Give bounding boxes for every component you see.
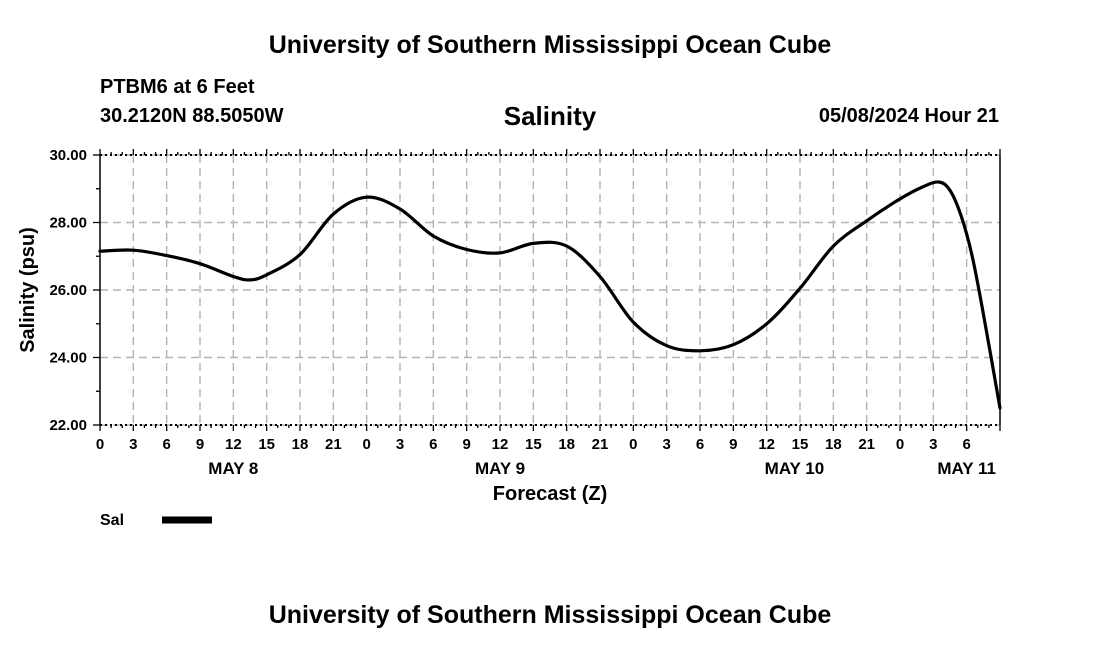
x-tick-label: 6 (696, 436, 704, 453)
x-tick-label: 21 (592, 436, 609, 453)
x-tick-label: 15 (258, 436, 275, 453)
x-tick-label: 0 (896, 436, 904, 453)
x-tick-label: 12 (492, 436, 509, 453)
legend: Sal (100, 512, 212, 529)
x-tick-label: 3 (129, 436, 137, 453)
x-tick-label: 0 (96, 436, 104, 453)
x-tick-label: 9 (462, 436, 470, 453)
x-axis-label: Forecast (Z) (493, 483, 607, 505)
x-tick-label: 12 (758, 436, 775, 453)
y-tick-label: 30.00 (49, 147, 87, 164)
date-label: MAY 10 (765, 459, 825, 478)
x-tick-label: 21 (858, 436, 875, 453)
x-tick-label: 6 (162, 436, 170, 453)
axes-layer (93, 149, 1001, 431)
x-tick-label: 18 (825, 436, 842, 453)
x-tick-label: 21 (325, 436, 342, 453)
main-title: University of Southern Mississippi Ocean… (268, 31, 832, 59)
x-tick-label: 3 (396, 436, 404, 453)
x-tick-label: 0 (362, 436, 370, 453)
grid-layer (100, 154, 1000, 426)
date-label: MAY 9 (475, 459, 525, 478)
forecast-datetime: 05/08/2024 Hour 21 (818, 105, 999, 127)
x-tick-label: 0 (629, 436, 637, 453)
series-layer (98, 180, 1002, 410)
date-label: MAY 11 (937, 459, 996, 478)
y-tick-label: 26.00 (49, 282, 87, 299)
x-tick-label: 3 (929, 436, 937, 453)
x-tick-label: 18 (558, 436, 575, 453)
x-tick-label: 15 (525, 436, 542, 453)
y-axis-label: Salinity (psu) (17, 227, 39, 353)
x-tick-label: 6 (962, 436, 970, 453)
x-tick-label: 18 (292, 436, 309, 453)
y-tick-label: 28.00 (49, 215, 87, 232)
y-tick-label: 24.00 (49, 350, 87, 367)
x-tick-label: 12 (225, 436, 242, 453)
footer-title: University of Southern Mississippi Ocean… (268, 601, 832, 629)
date-label: MAY 8 (208, 459, 258, 478)
x-tick-label: 9 (729, 436, 737, 453)
station-coordinates: 30.2120N 88.5050W (100, 105, 284, 127)
station-label: PTBM6 at 6 Feet (100, 76, 255, 98)
x-tick-label: 15 (792, 436, 809, 453)
x-tick-label: 3 (662, 436, 670, 453)
legend-label: Sal (100, 512, 124, 529)
labels-layer: 0 3 6 9 12 15 18 21 0 3 6 9 12 15 18 21 0 3 6 9 12 15 18 21 0 3 6 2… (17, 147, 996, 505)
x-tick-label: 9 (196, 436, 204, 453)
y-tick-label: 22.00 (49, 417, 87, 434)
x-tick-label: 6 (429, 436, 437, 453)
chart-title: Salinity (503, 101, 597, 131)
series-line-sal (98, 180, 1002, 410)
